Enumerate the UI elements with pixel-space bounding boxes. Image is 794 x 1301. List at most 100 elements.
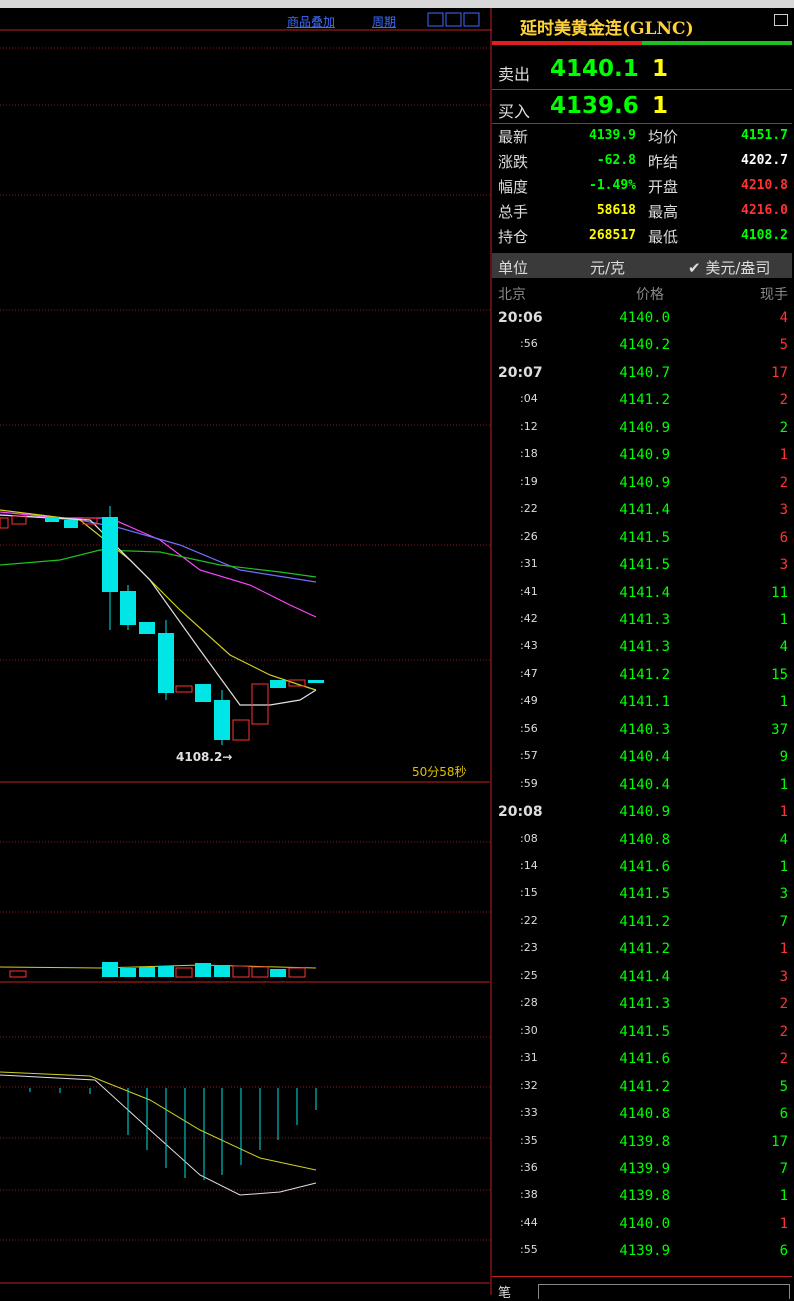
tick-price: 4140.4 [619,749,670,766]
tick-price: 4141.4 [619,584,670,601]
tick-time: :59 [520,776,538,790]
stat-label: 幅度 [498,178,529,196]
divider [492,123,792,124]
volume-bars [0,962,317,978]
tick-price: 4140.0 [619,310,670,326]
candles [0,506,324,745]
tick-volume: 1 [779,694,788,711]
tick-volume: 11 [771,584,788,601]
tick-price: 4141.2 [619,392,670,409]
toolbar-buttons[interactable] [427,12,480,27]
tick-time: :14 [520,859,538,872]
tick-time: :04 [520,392,538,406]
tick-volume: 3 [779,886,788,903]
quote-panel: 延时美黄金连(GLNC) 卖出 4140.1 1 买入 4139.6 1 最新 4139.9… [492,8,794,1301]
tick-time: :31 [520,1051,538,1065]
unit-label: 单位 [498,259,529,277]
tick-price: 4140.8 [619,831,670,848]
tick-price: 4140.9 [619,474,670,491]
stat-label: 涨跌 [498,153,529,171]
tick-time: :35 [520,1133,538,1147]
tick-price: 4141.1 [619,694,670,711]
sell-qty: 1 [652,56,669,82]
tick-time: :56 [520,337,538,351]
tick-time: :44 [520,1215,538,1229]
tick-price: 4141.5 [619,557,670,574]
tick-volume: 1 [779,941,788,958]
tick-price: 4141.3 [619,639,670,656]
stat-label: 最新 [498,128,529,146]
tick-price: 4140.9 [619,447,670,464]
tick-volume: 2 [779,474,788,491]
stat-label: 持仓 [498,228,529,246]
tick-price: 4140.0 [619,1215,670,1232]
tick-volume: 6 [779,529,788,546]
tick-time: :18 [520,447,538,461]
unit-option-selected[interactable]: ✔ 美元/盎司 [688,259,771,277]
tick-time: :38 [520,1188,538,1202]
tick-volume: 4 [779,639,788,656]
tick-time: 20:08 [498,804,543,821]
stat-label: 均价 [648,128,679,146]
tick-time: :33 [520,1106,538,1120]
tick-volume: 3 [779,968,788,985]
window-strip [0,0,794,8]
buy-price: 4139.6 [550,93,639,119]
moving-averages [0,509,317,706]
tick-volume: 37 [771,721,788,738]
buy-label: 买入 [498,102,531,121]
tick-time: :30 [520,1023,538,1037]
tick-time: :42 [520,611,538,625]
tick-price: 4140.8 [619,1106,670,1123]
tick-price: 4141.2 [619,941,670,958]
tick-price: 4141.5 [619,886,670,903]
tick-time: 20:07 [498,364,543,381]
unit-option[interactable]: 元/克 [590,259,626,277]
tick-price: 4140.4 [619,776,670,793]
tick-time: :49 [520,694,538,708]
title-bar-red [492,41,642,45]
stat-label: 最高 [648,203,679,221]
tick-price: 4139.8 [619,1133,670,1150]
tick-time: :19 [520,474,538,488]
tick-time: :32 [520,1078,538,1092]
grid [0,47,490,1241]
macd [0,1071,317,1196]
ticks-header-price: 价格 [636,287,664,303]
sell-price: 4140.1 [550,56,639,82]
maximize-button[interactable] [774,14,788,26]
stat-label: 总手 [498,203,529,221]
ticks-header-time: 北京 [498,287,526,303]
tick-volume: 1 [779,611,788,628]
tick-volume: 2 [779,1023,788,1040]
tick-price: 4140.9 [619,804,670,821]
tick-volume: 1 [779,804,788,821]
stat-value: 4216.0 [741,203,788,218]
tick-price: 4139.9 [619,1243,670,1260]
tick-time: :28 [520,996,538,1010]
stat-value: -62.8 [596,153,636,168]
tick-price: 4141.3 [619,611,670,628]
tick-price: 4141.4 [619,502,670,519]
title-bar-green [642,41,792,45]
overlay-button[interactable]: 商品叠加 [287,15,336,29]
tick-volume: 5 [779,337,788,354]
tick-time: :31 [520,557,538,571]
footer-box [538,1284,790,1299]
stat-value: 4202.7 [741,153,788,168]
tick-volume: 5 [779,1078,788,1095]
tick-time: :56 [520,721,538,735]
tick-time: :08 [520,831,538,845]
tick-time: :41 [520,584,538,598]
tick-price: 4141.6 [619,1051,670,1068]
stat-label: 开盘 [648,178,679,196]
tick-time: :57 [520,749,538,763]
period-button[interactable]: 周期 [372,15,397,29]
tick-time: :36 [520,1160,538,1174]
tick-volume: 1 [779,447,788,464]
tick-volume: 3 [779,502,788,519]
tick-price: 4141.3 [619,996,670,1013]
panel-borders [0,8,492,1295]
tick-volume: 2 [779,392,788,409]
tick-time: :15 [520,886,538,900]
